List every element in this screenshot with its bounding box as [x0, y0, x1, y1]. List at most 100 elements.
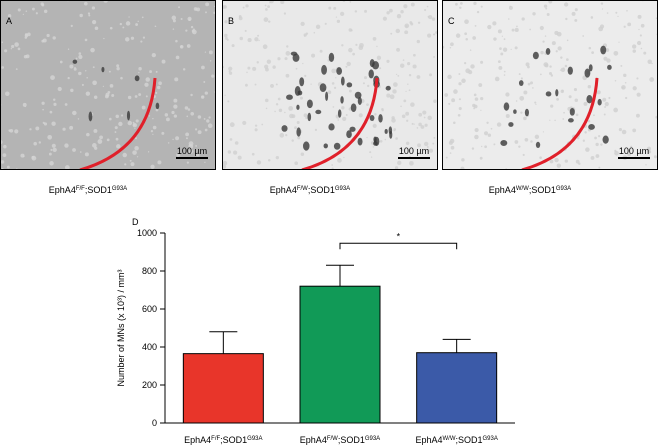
texture — [549, 65, 552, 68]
texture — [405, 141, 410, 145]
texture — [1, 66, 5, 69]
texture — [302, 62, 304, 65]
texture — [487, 24, 492, 30]
texture — [75, 57, 78, 60]
neuron — [600, 45, 607, 55]
neuron — [597, 98, 602, 106]
texture — [23, 54, 28, 59]
texture — [77, 118, 80, 120]
texture — [382, 16, 387, 21]
bar — [416, 352, 498, 424]
texture — [109, 84, 114, 88]
texture — [161, 131, 165, 135]
texture — [128, 16, 130, 18]
texture — [79, 151, 82, 153]
texture — [348, 89, 352, 93]
x-tick-label-part: EphA4 — [184, 435, 211, 445]
texture — [275, 83, 278, 86]
texture — [299, 96, 304, 100]
texture — [424, 123, 428, 127]
texture — [231, 44, 235, 48]
texture — [1, 41, 4, 43]
texture — [245, 4, 249, 8]
boundary-curve — [301, 77, 379, 170]
texture — [332, 106, 335, 108]
texture — [427, 33, 432, 38]
texture — [473, 104, 478, 109]
texture — [359, 42, 364, 48]
texture — [138, 93, 142, 97]
texture — [7, 22, 9, 24]
texture — [585, 147, 590, 152]
texture — [400, 148, 404, 152]
neuron — [340, 76, 345, 86]
texture — [138, 67, 142, 71]
texture — [514, 27, 519, 33]
neuron — [368, 69, 374, 79]
texture — [510, 48, 512, 50]
texture — [94, 146, 98, 150]
texture — [480, 5, 483, 8]
neuron — [569, 108, 575, 116]
texture — [182, 68, 186, 71]
neuron — [545, 91, 552, 97]
texture — [584, 131, 587, 134]
texture — [493, 37, 497, 41]
texture — [354, 10, 358, 13]
texture — [239, 36, 243, 41]
texture — [137, 20, 139, 23]
neuron — [328, 123, 335, 131]
neuron — [524, 108, 529, 117]
texture — [261, 123, 264, 126]
texture — [524, 137, 529, 142]
texture — [349, 1, 352, 3]
texture — [155, 108, 159, 112]
texture — [277, 57, 281, 61]
texture — [135, 119, 139, 123]
texture — [205, 11, 207, 14]
texture — [566, 39, 569, 42]
texture — [379, 67, 382, 70]
texture — [573, 87, 578, 92]
texture — [186, 161, 189, 164]
neuron — [508, 122, 514, 127]
x-tick-label-part: G93A — [483, 436, 498, 442]
texture — [122, 26, 125, 29]
neuron — [319, 83, 327, 92]
neuron — [384, 129, 388, 134]
texture — [134, 127, 136, 130]
texture — [116, 64, 120, 68]
texture — [461, 158, 465, 162]
texture — [474, 128, 479, 133]
neuron — [518, 80, 524, 86]
texture — [574, 8, 578, 12]
texture — [560, 56, 563, 59]
texture — [358, 113, 363, 118]
texture — [593, 114, 595, 117]
texture — [502, 47, 508, 52]
texture — [473, 1, 477, 6]
texture — [519, 95, 525, 101]
texture — [459, 6, 462, 10]
texture — [303, 113, 308, 118]
panel-caption-part: ;SOD1 — [529, 185, 556, 195]
texture — [539, 25, 544, 31]
texture — [540, 50, 544, 55]
texture — [549, 159, 554, 164]
texture — [386, 59, 390, 63]
texture — [395, 137, 398, 140]
texture — [171, 110, 175, 115]
texture — [8, 129, 11, 132]
texture — [190, 93, 193, 97]
texture — [166, 117, 170, 122]
neuron — [607, 64, 612, 70]
texture — [155, 91, 158, 94]
texture — [150, 164, 155, 169]
texture — [621, 129, 627, 135]
texture — [379, 139, 383, 143]
texture — [300, 21, 305, 27]
texture — [548, 71, 553, 75]
texture — [426, 5, 429, 8]
texture — [444, 93, 449, 97]
texture — [285, 73, 290, 78]
